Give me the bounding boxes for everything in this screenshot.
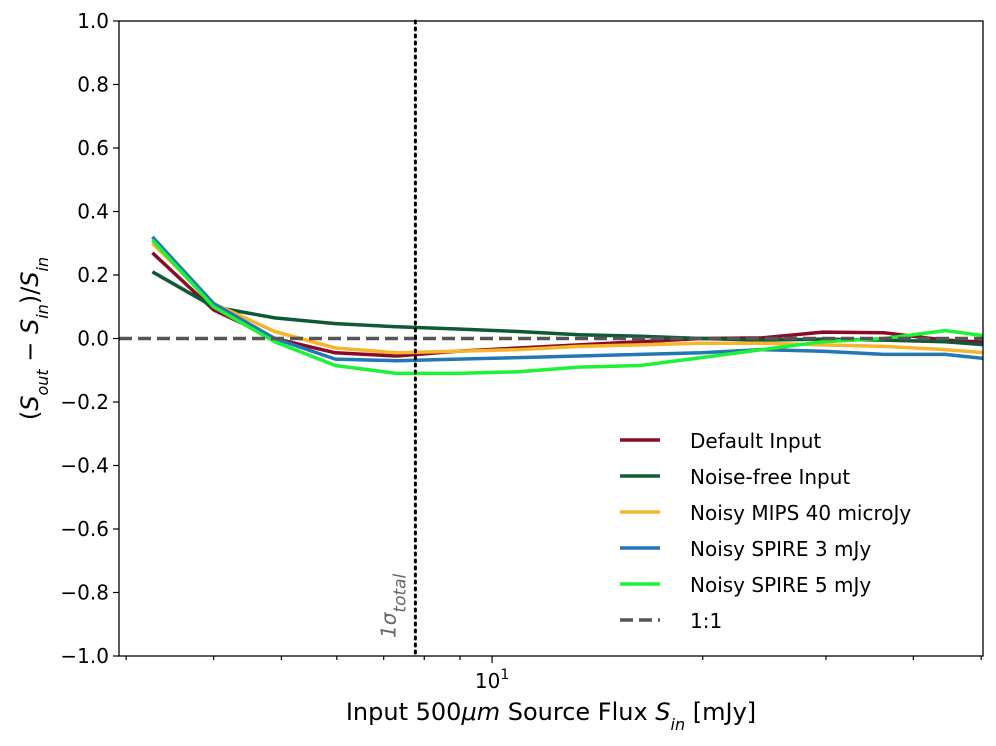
y-tick-label: 0.6 (77, 136, 109, 160)
label-part: in (33, 257, 52, 272)
label-part: S (16, 396, 44, 411)
y-tick-label: −0.8 (60, 581, 109, 605)
plot-area (119, 235, 983, 376)
y-tick-label: 0.4 (77, 200, 109, 224)
label-part: S (16, 319, 44, 334)
legend-label: Default Input (690, 429, 821, 453)
label-part: out (33, 369, 52, 396)
series-line (151, 235, 983, 363)
threshold-label: 1σtotal (376, 573, 410, 638)
x-tick-exp: 1 (500, 667, 509, 683)
y-tick-label: 0.2 (77, 263, 109, 287)
threshold-label-sub: total (390, 573, 410, 612)
plot-frame (118, 20, 984, 657)
label-part: [mJy] (685, 698, 756, 726)
y-axis-label: (Sout − Sin)/Sin (16, 257, 52, 420)
y-tick-label: −0.6 (60, 517, 109, 541)
label-part: μm (460, 698, 500, 726)
label-part: in (671, 715, 686, 734)
series-line (151, 270, 983, 347)
y-tick-label: 0.0 (77, 327, 109, 351)
y-tick-label: 1.0 (77, 9, 109, 33)
y-tick-label: −0.2 (60, 390, 109, 414)
x-tick-base: 10 (475, 669, 500, 693)
legend-label: 1:1 (690, 609, 722, 633)
x-axis-label: Input 500μm Source Flux Sin [mJy] (346, 698, 756, 734)
y-tick-label: −1.0 (60, 644, 109, 668)
label-part: S (16, 271, 44, 286)
y-tick-label: −0.4 (60, 454, 109, 478)
label-part: S (655, 698, 670, 726)
label-part: Source Flux (500, 698, 655, 726)
legend-label: Noisy MIPS 40 microJy (690, 501, 911, 525)
legend-label: Noisy SPIRE 3 mJy (690, 537, 871, 561)
label-part: Input 500 (346, 698, 462, 726)
x-tick-label: 101 (475, 667, 509, 693)
label-part: in (33, 304, 52, 319)
label-part: − (16, 334, 44, 369)
legend-label: Noisy SPIRE 5 mJy (690, 573, 871, 597)
label-part: )/ (16, 286, 44, 304)
label-part: ( (16, 411, 44, 420)
legend-label: Noise-free Input (690, 465, 850, 489)
y-tick-label: 0.8 (77, 73, 109, 97)
threshold-label-main: 1σ (376, 611, 400, 638)
